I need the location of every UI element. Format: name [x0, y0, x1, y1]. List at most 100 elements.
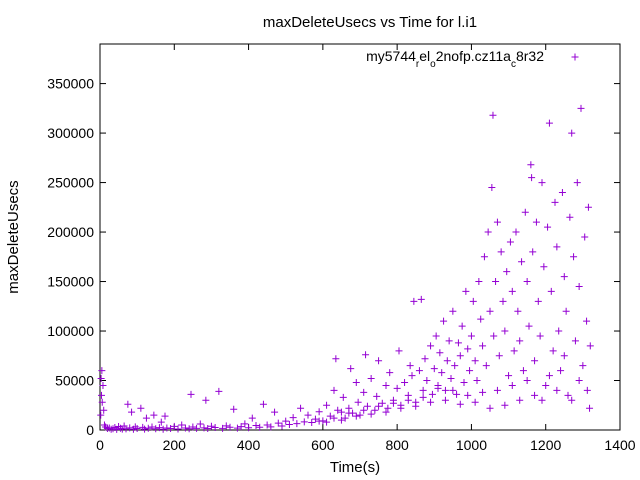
data-point [512, 228, 520, 236]
data-point [531, 391, 539, 399]
data-point [419, 386, 427, 394]
data-point [393, 384, 401, 392]
data-point [508, 287, 516, 295]
x-axis-label: Time(s) [330, 459, 380, 476]
data-point [315, 417, 323, 425]
data-point [330, 386, 338, 394]
data-point [525, 322, 533, 330]
data-point [341, 414, 349, 422]
data-point [382, 408, 390, 416]
data-point [451, 362, 459, 370]
data-point [189, 423, 197, 431]
data-point [501, 327, 509, 335]
data-point [352, 378, 360, 386]
x-tick-label: 1000 [456, 437, 487, 453]
data-point [155, 424, 163, 432]
y-tick-label: 200000 [47, 224, 94, 240]
data-point [330, 414, 338, 422]
data-point [575, 377, 583, 385]
data-point [157, 418, 165, 426]
data-point [441, 386, 449, 394]
data-point [542, 381, 550, 389]
data-point [428, 390, 436, 398]
data-point [523, 278, 531, 286]
data-point [583, 386, 591, 394]
data-point [482, 362, 490, 370]
data-point [219, 424, 227, 432]
data-point [204, 425, 212, 433]
data-point [323, 401, 331, 409]
data-point [97, 411, 105, 419]
data-point [181, 424, 189, 432]
data-point [193, 424, 201, 432]
data-point [215, 387, 223, 395]
data-point [98, 398, 106, 406]
data-point [471, 357, 479, 365]
data-point [124, 400, 132, 408]
data-point [311, 415, 319, 423]
data-point [553, 386, 561, 394]
data-point [408, 372, 416, 380]
data-point [479, 388, 487, 396]
data-point [456, 352, 464, 360]
data-point [462, 287, 470, 295]
data-point [538, 179, 546, 187]
data-point [150, 411, 158, 419]
data-point [354, 398, 362, 406]
data-point [200, 424, 208, 432]
data-point [443, 357, 451, 365]
data-point [510, 347, 518, 355]
data-point [352, 412, 360, 420]
y-tick-label: 50000 [55, 373, 94, 389]
data-point [586, 342, 594, 350]
data-point [583, 317, 591, 325]
data-point [401, 378, 409, 386]
data-point [544, 223, 552, 231]
data-point [568, 129, 576, 137]
data-point [373, 392, 381, 400]
data-point [308, 418, 316, 426]
data-point [479, 342, 487, 350]
data-point [505, 372, 513, 380]
data-point [579, 362, 587, 370]
data-point [581, 233, 589, 241]
data-point [167, 425, 175, 433]
x-tick-label: 200 [163, 437, 187, 453]
data-point [141, 425, 149, 433]
data-point [454, 339, 462, 347]
data-point [375, 357, 383, 365]
data-point [170, 422, 178, 430]
data-point [267, 423, 275, 431]
data-point [529, 248, 537, 256]
data-point [382, 381, 390, 389]
data-point [488, 184, 496, 192]
data-point [456, 400, 464, 408]
data-point [506, 238, 514, 246]
data-point [332, 355, 340, 363]
data-point [271, 408, 279, 416]
data-point [334, 406, 342, 414]
legend: my5744relo2nofp.cz11ac8r32 [366, 48, 579, 70]
data-point [142, 414, 150, 422]
data-point [536, 332, 544, 340]
x-axis: 0 200 400 600 800 1000 1200 1400 [96, 44, 636, 453]
data-point [207, 422, 215, 430]
legend-plus-marker [571, 53, 579, 61]
data-point [566, 213, 574, 221]
data-point [233, 424, 241, 432]
data-point [486, 307, 494, 315]
y-tick-label: 250000 [47, 175, 94, 191]
data-point [477, 315, 485, 323]
data-point [97, 375, 105, 383]
data-point [285, 420, 293, 428]
data-point [562, 307, 570, 315]
chart-title: maxDeleteUsecs vs Time for l.i1 [263, 14, 477, 31]
data-point [445, 337, 453, 345]
data-point [293, 420, 301, 428]
data-point [473, 377, 481, 385]
data-point [144, 424, 152, 432]
data-point [412, 402, 420, 410]
data-point [187, 390, 195, 398]
data-point [469, 297, 477, 305]
data-point [122, 425, 130, 433]
